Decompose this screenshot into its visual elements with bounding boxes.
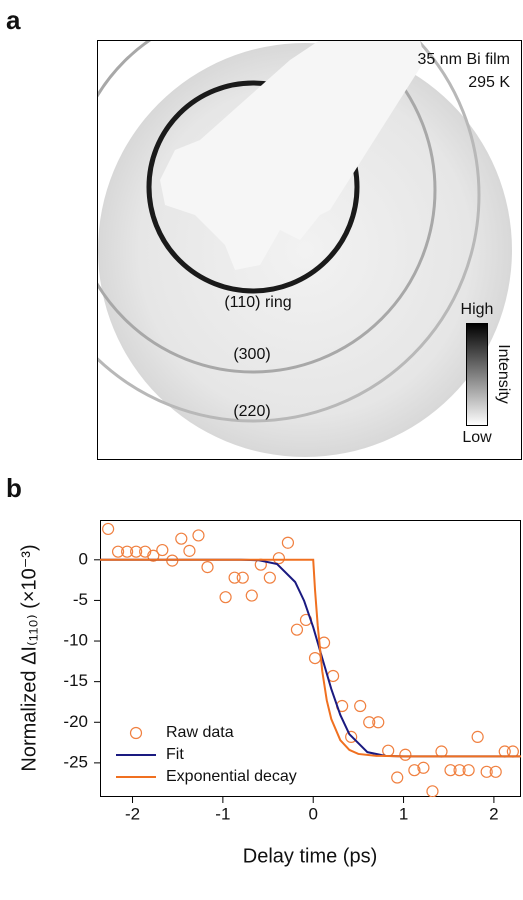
x-axis-label: Delay time (ps) (243, 845, 377, 867)
data-point (121, 545, 134, 558)
data-point (391, 771, 404, 784)
data-point (290, 623, 304, 636)
diffraction-image (98, 41, 512, 457)
ring-300 (98, 41, 437, 374)
ring-label: (110) ring (224, 294, 291, 311)
ring-label: (220) (233, 403, 270, 420)
ring-label: (300) (233, 346, 270, 363)
data-point (471, 730, 484, 743)
x-tick-label: 1 (399, 804, 408, 823)
panel-label: a (6, 5, 21, 35)
legend-label: Raw data (166, 724, 234, 741)
ring-220 (98, 41, 481, 423)
y-tick-label: -15 (63, 671, 88, 690)
data-point (444, 764, 457, 777)
data-point (506, 745, 519, 758)
beam-block (160, 41, 425, 270)
colorbar-high: High (461, 301, 494, 318)
temperature-label: 295 K (468, 74, 510, 91)
plot-frame (100, 520, 521, 797)
data-point (183, 544, 196, 557)
y-tick-label: -25 (63, 752, 88, 771)
y-tick-label: -10 (63, 631, 88, 650)
data-point (245, 589, 258, 602)
legend-label: Exponential decay (166, 768, 297, 785)
data-point (263, 571, 276, 584)
data-point (453, 764, 466, 777)
data-point (219, 591, 232, 604)
colorbar-low: Low (462, 429, 492, 446)
data-point (102, 522, 115, 536)
data-point (345, 730, 358, 743)
data-point (489, 765, 502, 778)
data-point (236, 571, 249, 584)
data-point (139, 545, 152, 558)
data-point (175, 532, 188, 545)
data-point (354, 699, 367, 713)
data-point (192, 529, 205, 542)
legend-symbol (129, 726, 143, 740)
colorbar (466, 323, 488, 426)
y-tick-label: -20 (63, 712, 88, 731)
data-point (462, 764, 475, 777)
data-point (408, 764, 421, 777)
plot-area (100, 522, 521, 797)
panel-label: b (6, 473, 22, 503)
line (100, 558, 521, 758)
legend-label: Fit (166, 746, 184, 763)
data-point (201, 561, 214, 574)
y-tick-label: 0 (79, 549, 88, 568)
data-point (435, 745, 448, 758)
ring-110 (146, 80, 360, 294)
line (100, 558, 521, 758)
colorbar-label: Intensity (495, 344, 512, 404)
image-frame (97, 40, 522, 460)
data-point (228, 571, 241, 584)
data-point (372, 716, 385, 729)
data-point (399, 748, 412, 761)
data-point (111, 545, 125, 558)
data-point (308, 651, 322, 665)
x-tick-label: -1 (215, 804, 230, 823)
data-point (382, 744, 395, 757)
data-point (272, 552, 285, 565)
y-axis-label: Normalized ΔI₍₁₁₀₎ (×10⁻³) (18, 544, 40, 771)
data-point (130, 545, 143, 558)
x-tick-label: 0 (308, 804, 317, 823)
data-point (480, 765, 493, 778)
data-point (156, 543, 169, 557)
sample-label: 35 nm Bi film (418, 51, 510, 68)
data-point (426, 785, 439, 797)
data-point (417, 761, 430, 774)
x-tick-label: 2 (489, 804, 498, 823)
data-point (363, 716, 376, 729)
x-tick-label: -2 (125, 804, 140, 823)
data-point (147, 549, 160, 562)
y-tick-label: -5 (73, 590, 88, 609)
data-point (281, 536, 295, 549)
